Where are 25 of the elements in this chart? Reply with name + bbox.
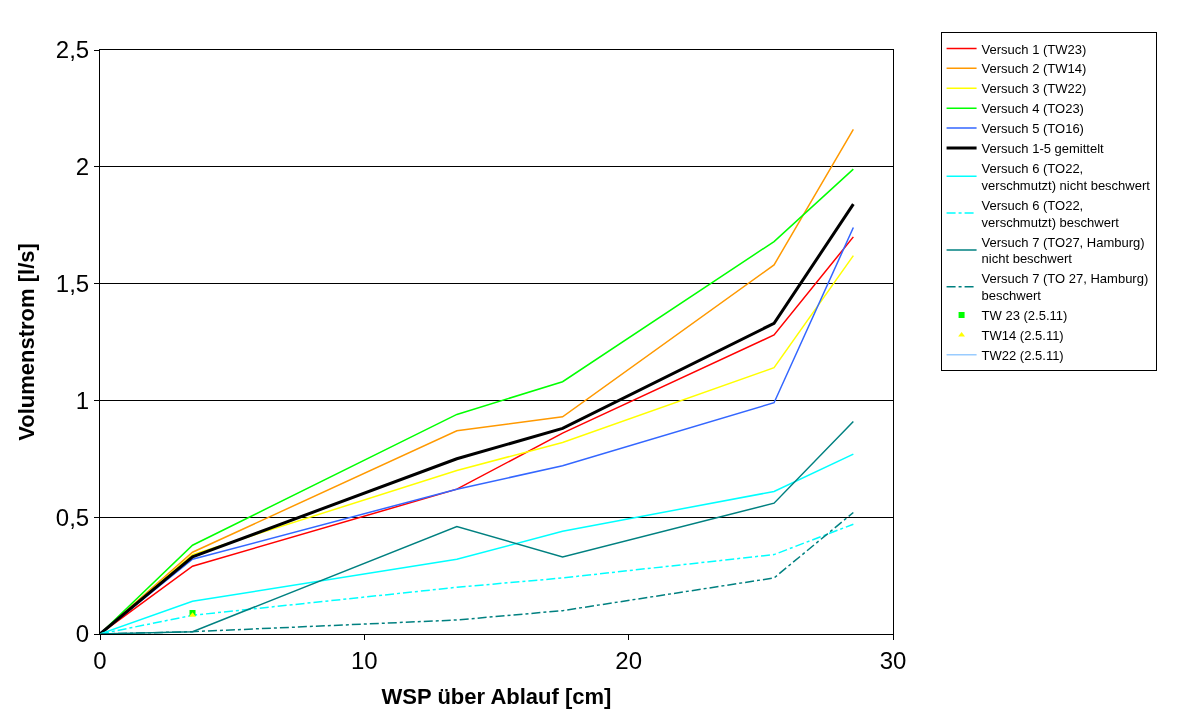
legend-label: Versuch 7 (TO27, Hamburg) nicht beschwert — [981, 234, 1145, 267]
y-tick-label: 0,5 — [55, 503, 90, 531]
x-tick-label: 20 — [615, 646, 643, 674]
y-tick-label: 2 — [75, 153, 90, 181]
legend-label: Versuch 4 (TO23) — [981, 101, 1084, 117]
y-tick-label: 2,5 — [55, 36, 90, 64]
y-tick-label: 0 — [75, 620, 90, 648]
legend-label: Versuch 5 (TO16) — [981, 121, 1084, 137]
legend-label: Versuch 1 (TW23) — [981, 41, 1087, 57]
x-tick-label: 0 — [93, 646, 107, 674]
legend-label: TW 23 (2.5.11) — [981, 308, 1068, 324]
legend-label: Versuch 6 (TO22, verschmutzt) beschwert — [981, 197, 1120, 230]
x-tick-label: 30 — [879, 646, 907, 674]
legend-label: Versuch 6 (TO22, verschmutzt) nicht beschwert — [981, 160, 1151, 193]
legend-label: Versuch 3 (TW22) — [981, 81, 1087, 97]
y-axis-title: Volumenstrom [l/s] — [13, 243, 39, 441]
y-tick-label: 1 — [75, 386, 90, 414]
x-tick-label: 10 — [350, 646, 378, 674]
legend-label: TW14 (2.5.11) — [981, 328, 1064, 343]
legend-label: Versuch 1-5 gemittelt — [981, 141, 1105, 156]
legend-label: Versuch 7 (TO 27, Hamburg) beschwert — [981, 271, 1149, 304]
legend-label: Versuch 2 (TW14) — [981, 61, 1087, 77]
y-tick-label: 1,5 — [55, 270, 90, 297]
legend-label: TW22 (2.5.11) — [981, 347, 1064, 363]
x-axis-title: WSP über Ablauf [cm] — [381, 683, 612, 709]
